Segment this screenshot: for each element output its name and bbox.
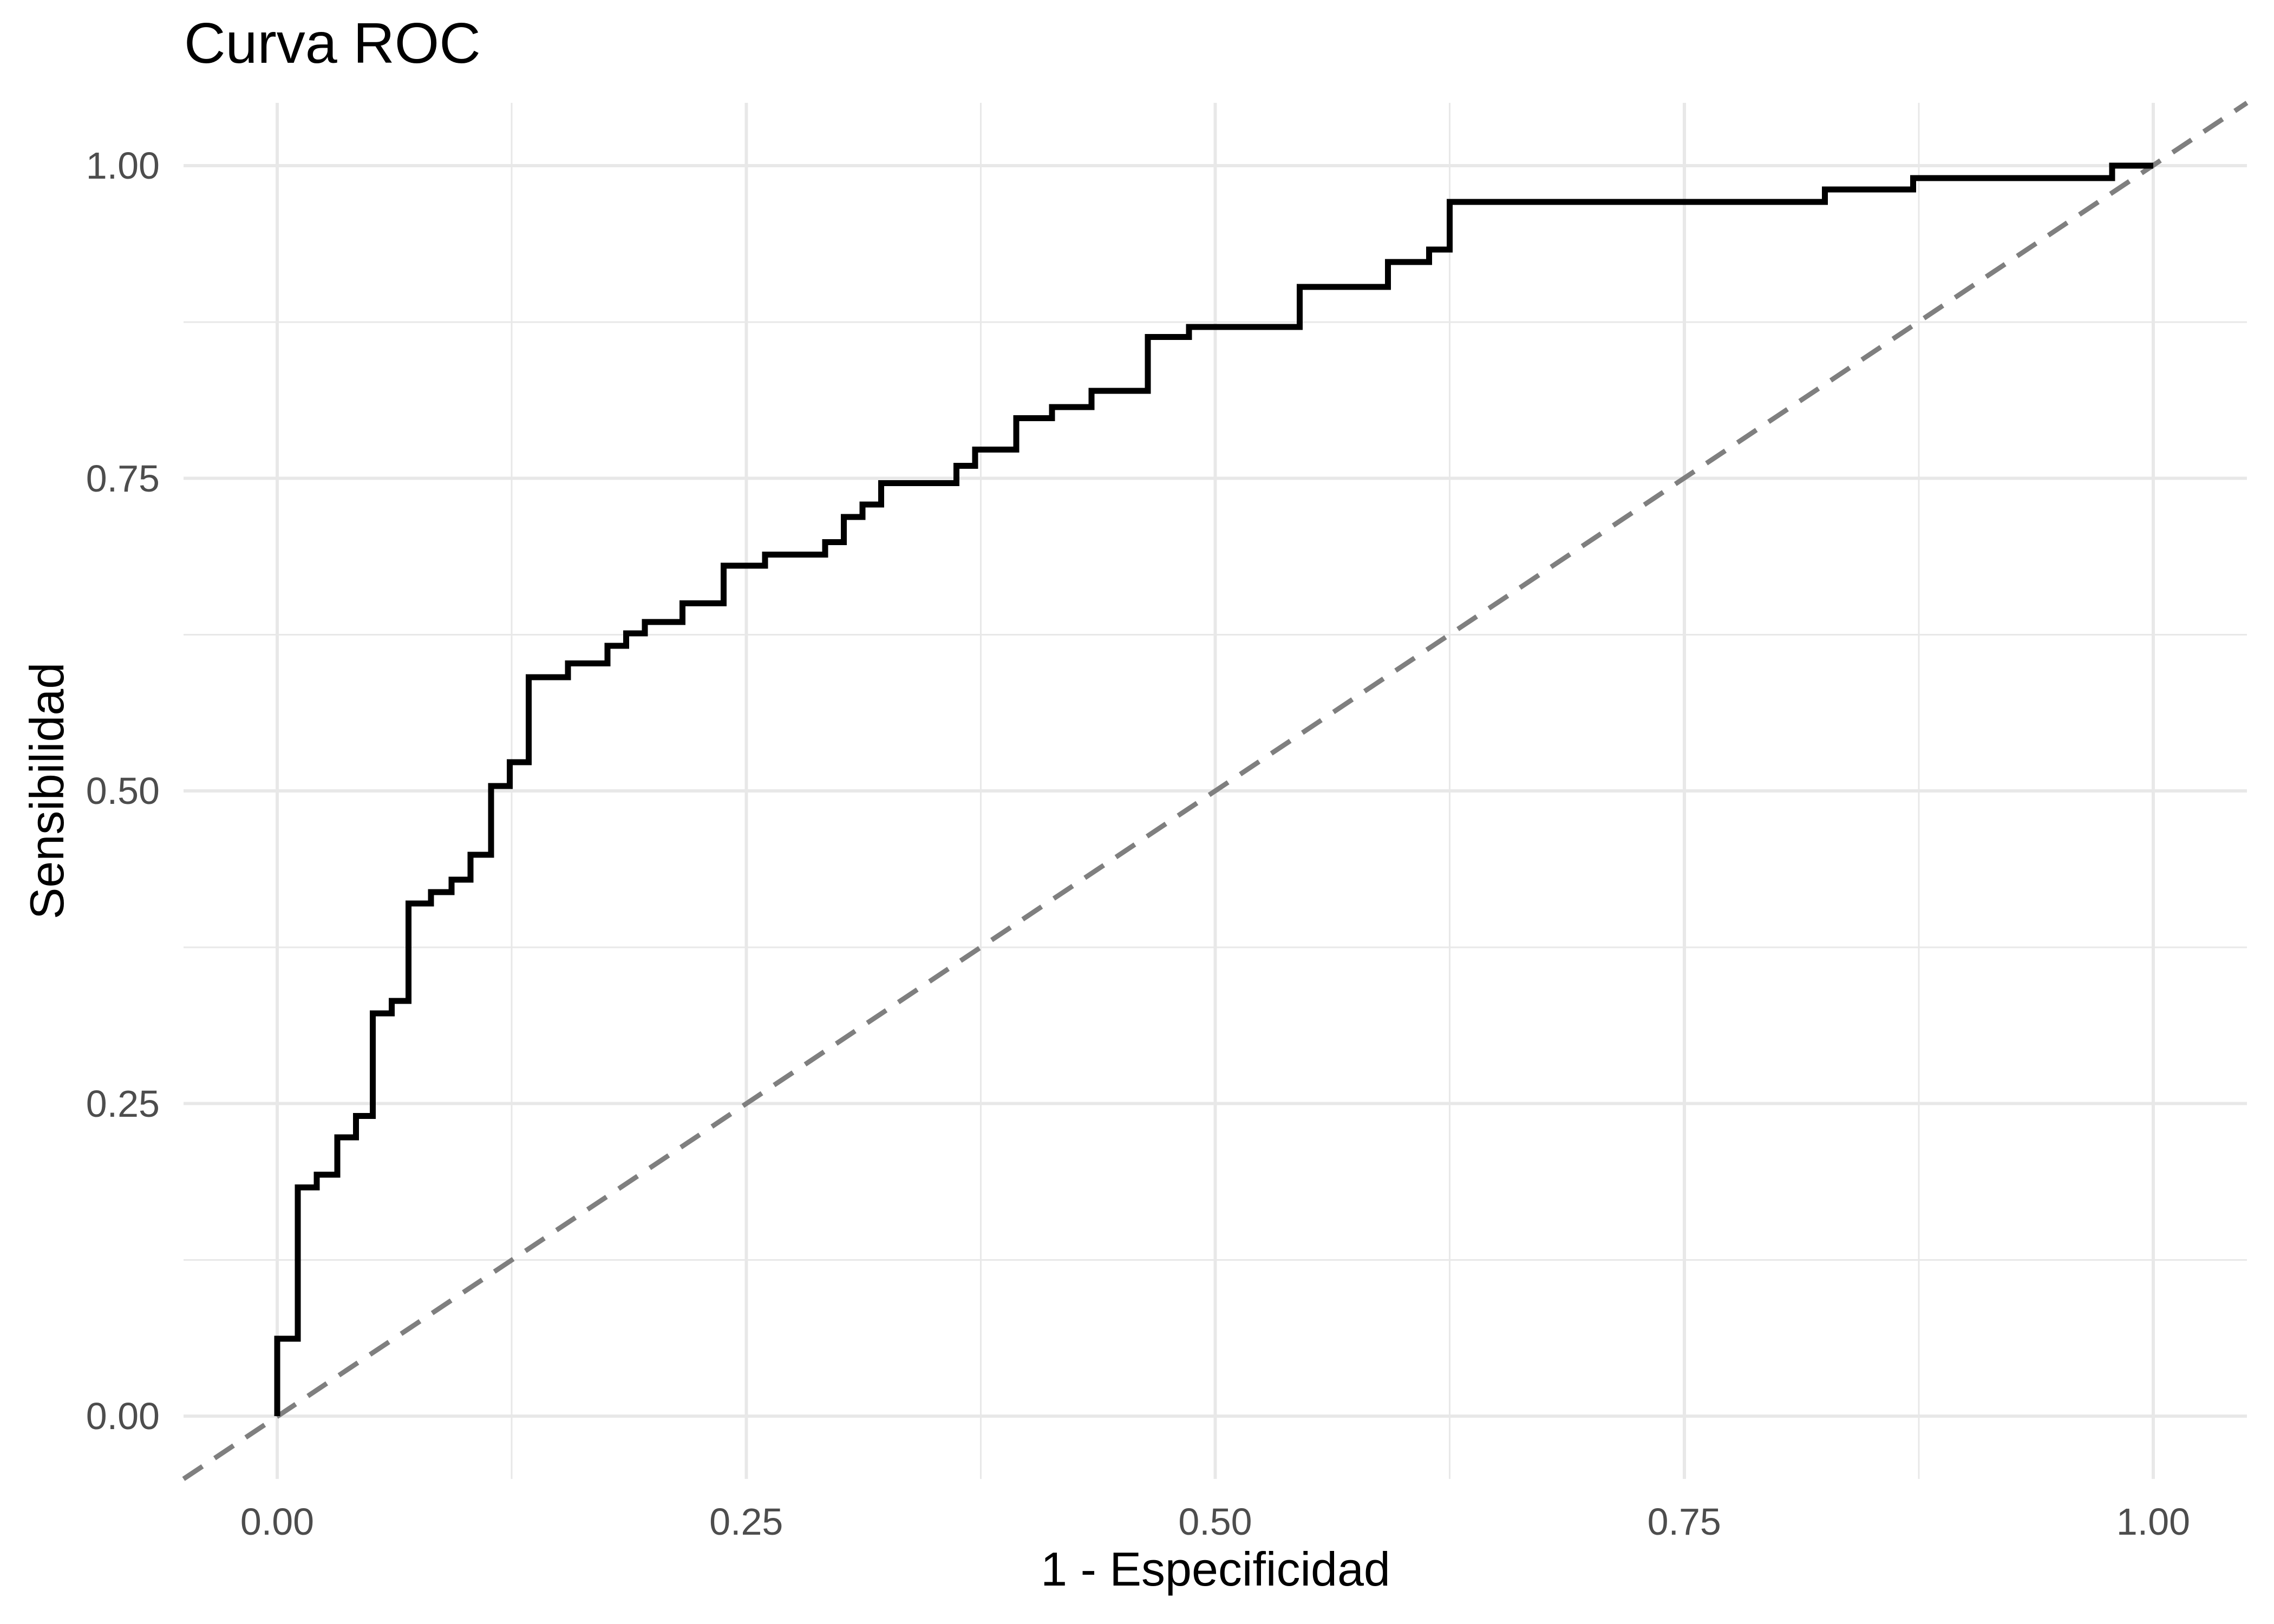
y-tick-label-0.25: 0.25 <box>86 1082 160 1125</box>
roc-curve <box>274 162 2153 1416</box>
x-tick-label-1.00: 1.00 <box>2116 1501 2191 1543</box>
x-axis-title: 1 - Especificidad <box>1041 1542 1390 1596</box>
x-tick-label-0.75: 0.75 <box>1647 1501 1721 1543</box>
y-tick-label-0.00: 0.00 <box>86 1395 160 1437</box>
chart-title: Curva ROC <box>184 11 481 75</box>
reference-diagonal <box>182 101 2249 1481</box>
y-tick-label-1.00: 1.00 <box>86 145 160 187</box>
x-tick-label-0.00: 0.00 <box>240 1501 315 1543</box>
x-tick-label-0.25: 0.25 <box>709 1501 783 1543</box>
y-tick-label-0.75: 0.75 <box>86 457 160 500</box>
y-tick-label-0.50: 0.50 <box>86 770 160 812</box>
x-tick-label-0.50: 0.50 <box>1178 1501 1252 1543</box>
